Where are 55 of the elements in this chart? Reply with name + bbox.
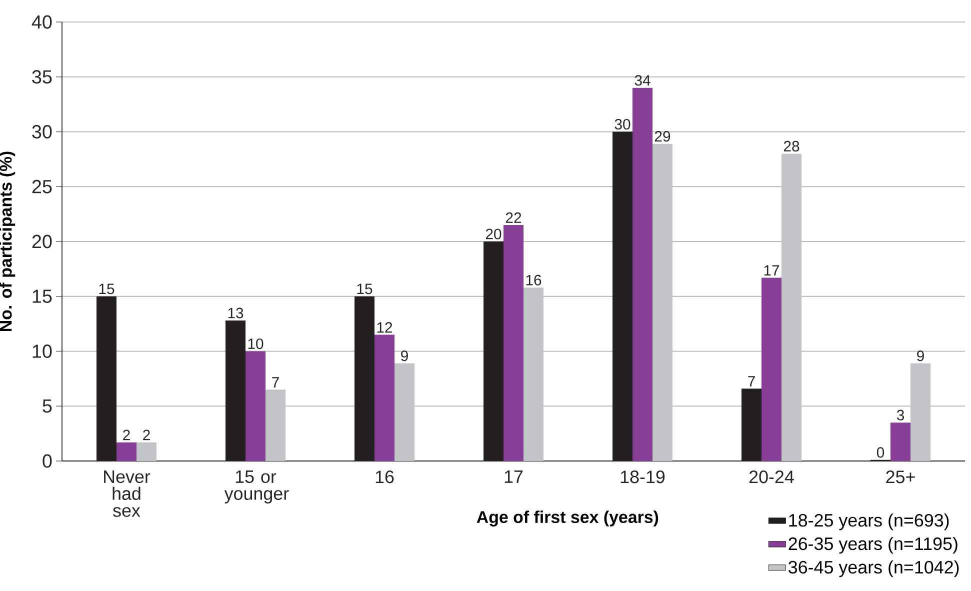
bar bbox=[136, 442, 156, 461]
bar bbox=[116, 442, 136, 461]
data-label: 12 bbox=[377, 322, 392, 333]
y-tick-label: 0 bbox=[42, 454, 52, 468]
x-tick-label: 17 bbox=[504, 470, 523, 483]
y-tick-label: 20 bbox=[32, 234, 52, 248]
bar bbox=[782, 154, 802, 461]
data-label: 9 bbox=[401, 350, 408, 362]
data-label: 16 bbox=[526, 274, 542, 286]
data-label: 7 bbox=[748, 376, 755, 386]
y-tick-label: 15 bbox=[32, 290, 52, 303]
data-label: 17 bbox=[764, 265, 780, 276]
data-label: 0 bbox=[876, 447, 884, 458]
bar bbox=[266, 390, 286, 461]
data-label: 7 bbox=[272, 377, 279, 388]
data-label: 29 bbox=[654, 131, 670, 142]
y-tick-label: 25 bbox=[32, 180, 52, 194]
bar bbox=[374, 334, 395, 461]
bar bbox=[652, 144, 673, 461]
data-label: 30 bbox=[614, 118, 630, 130]
bar bbox=[504, 225, 524, 461]
x-tick-label: 18-19 bbox=[620, 470, 665, 484]
data-label: 3 bbox=[896, 410, 904, 420]
data-label: 15 bbox=[99, 284, 114, 294]
data-label: 34 bbox=[634, 75, 650, 86]
data-label: 2 bbox=[123, 430, 130, 440]
bar bbox=[762, 278, 782, 461]
x-tick-label: 20-24 bbox=[749, 470, 794, 484]
x-tick-label: 16 bbox=[376, 470, 394, 484]
bar bbox=[394, 363, 415, 461]
y-tick-label: 10 bbox=[32, 344, 52, 358]
data-label: 20 bbox=[486, 228, 502, 240]
data-label: 28 bbox=[784, 140, 800, 152]
bar bbox=[524, 288, 544, 461]
x-tick-label: 25+ bbox=[886, 470, 915, 484]
data-label: 13 bbox=[228, 308, 244, 318]
bar bbox=[246, 351, 266, 461]
y-tick-label: 40 bbox=[32, 15, 52, 29]
bar bbox=[890, 422, 911, 461]
y-tick-label: 35 bbox=[32, 70, 52, 84]
bar bbox=[632, 88, 653, 461]
bar bbox=[910, 363, 931, 461]
x-tick-label: Never had sex bbox=[104, 470, 150, 517]
legend-label: 18-25 years (n=693) bbox=[789, 513, 949, 530]
x-axis-title: Age of first sex (years) bbox=[476, 510, 658, 526]
data-label: 9 bbox=[917, 350, 924, 362]
data-label: 15 bbox=[357, 284, 372, 294]
y-tick-label: 30 bbox=[32, 125, 52, 138]
y-tick-label: 5 bbox=[42, 400, 52, 413]
legend-label: 36-45 years (n=1042) bbox=[788, 560, 959, 578]
legend-label: 26-35 years (n=1195) bbox=[788, 536, 958, 554]
data-label: 10 bbox=[248, 338, 264, 350]
data-label: 2 bbox=[143, 430, 150, 440]
x-tick-label: 15 or younger bbox=[224, 470, 289, 504]
data-label: 22 bbox=[506, 212, 522, 223]
